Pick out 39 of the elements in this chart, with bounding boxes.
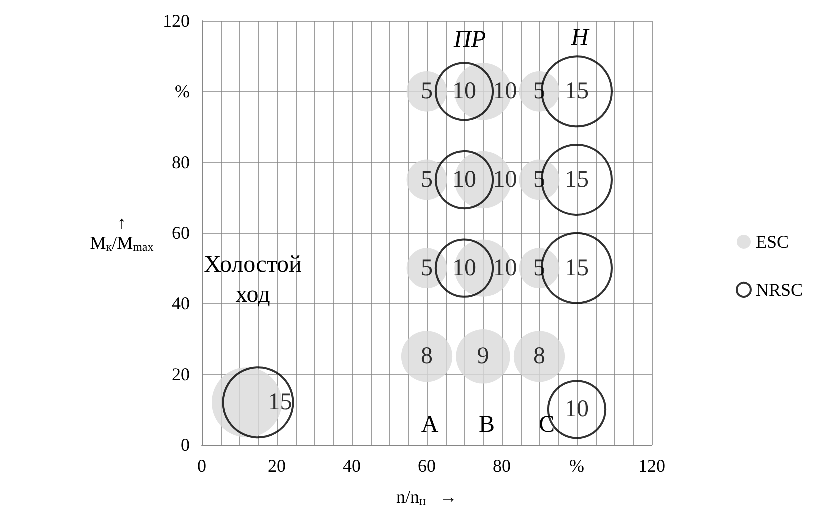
data-label: 10 (452, 255, 476, 282)
data-label: 10 (493, 167, 518, 193)
data-label: 8 (534, 344, 546, 370)
data-label: 5 (421, 255, 433, 282)
annotation: A (421, 412, 440, 438)
legend-label: ESC (756, 232, 789, 252)
annotation: C (538, 412, 556, 438)
y-tick-label: 20 (172, 364, 190, 384)
annotation: B (478, 412, 496, 438)
data-label: 15 (565, 255, 589, 282)
y-tick-label: 40 (172, 294, 190, 314)
data-label: 10 (452, 167, 476, 193)
y-tick-label: 60 (172, 223, 190, 243)
y-tick-label: 0 (181, 435, 190, 455)
data-label: 10 (452, 78, 476, 105)
data-label: 15 (565, 78, 589, 105)
data-label: 9 (477, 344, 490, 370)
x-tick-label: 120 (638, 456, 666, 476)
annotation: ПР (453, 27, 486, 53)
annotation: Холостой ход (204, 252, 302, 308)
y-tick-label: 120 (163, 11, 190, 31)
x-tick-label: 20 (268, 456, 286, 476)
x-tick-label: 60 (418, 456, 436, 476)
data-label: 15 (268, 390, 292, 416)
data-label: 10 (565, 396, 589, 423)
y-tick-label: 80 (172, 152, 190, 172)
data-label: 5 (421, 78, 433, 105)
data-label: 10 (493, 255, 518, 282)
x-tick-label: 80 (493, 456, 511, 476)
legend-label: NRSC (756, 280, 804, 300)
data-label: 8 (421, 344, 433, 370)
data-label: 5 (421, 167, 433, 193)
annotation: Н (570, 25, 590, 51)
y-tick-label: % (175, 82, 190, 102)
x-tick-label: 0 (198, 456, 206, 476)
data-label: 10 (493, 78, 518, 105)
data-label: 15 (565, 167, 589, 193)
x-tick-label: % (570, 456, 584, 476)
x-tick-label: 40 (343, 456, 361, 476)
